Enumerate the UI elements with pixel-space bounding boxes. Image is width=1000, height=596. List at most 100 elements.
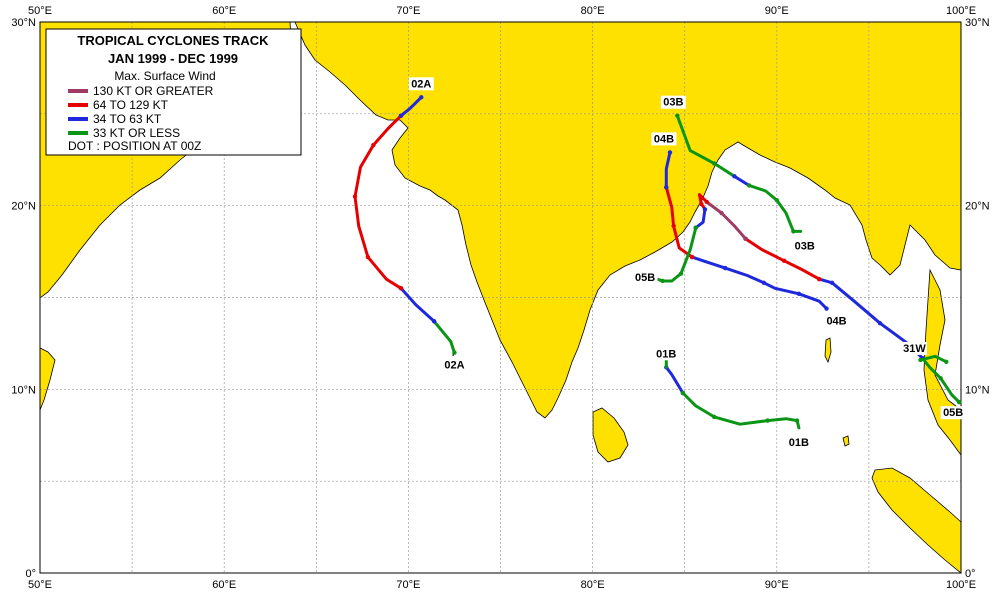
position-dot — [719, 210, 724, 216]
lon-tick-label-bottom: 60°E — [212, 579, 236, 591]
andaman-islands — [824, 337, 832, 364]
position-dot — [761, 280, 767, 286]
position-dot — [664, 185, 669, 190]
position-dot — [791, 229, 796, 234]
storm-label: 02A — [444, 360, 464, 372]
legend-box — [45, 28, 302, 156]
lat-tick-label-left: 20°N — [11, 201, 36, 213]
track-segment — [664, 365, 685, 395]
lon-tick-label-top: 50°E — [28, 5, 52, 17]
lat-tick-label-left: 0° — [25, 568, 36, 580]
storm-label-bg — [408, 77, 434, 91]
position-dot — [956, 399, 962, 405]
legend-title: TROPICAL CYCLONES TRACK — [77, 33, 269, 48]
india-asia-landmass — [294, 21, 962, 419]
nicobar-islands — [842, 435, 850, 447]
lon-tick-label-top: 80°E — [581, 5, 605, 17]
position-dot — [671, 223, 676, 229]
storm-label-bg — [792, 239, 818, 253]
lon-tick-label-bottom: 50°E — [28, 579, 52, 591]
position-dot — [660, 278, 665, 284]
position-dot — [796, 291, 802, 297]
track-segment — [919, 354, 948, 364]
lat-tick-label-right: 20°N — [965, 201, 990, 213]
storm-label: 04B — [654, 133, 674, 145]
lat-tick-label-right: 0° — [965, 568, 976, 580]
storm-label: 01B — [656, 348, 676, 360]
map-frame — [39, 21, 962, 574]
lat-tick-label-left: 30°N — [11, 17, 36, 29]
lon-tick-label-top: 70°E — [396, 5, 420, 17]
legend-dot-note: DOT : POSITION AT 00Z — [68, 139, 201, 153]
storm-label: 03B — [795, 240, 815, 252]
track-segment — [732, 174, 751, 187]
position-dot — [711, 161, 717, 166]
position-dot — [667, 150, 673, 155]
lon-tick-label-bottom: 100°E — [946, 579, 976, 591]
legend-heading: Max. Surface Wind — [114, 69, 215, 83]
position-dot — [678, 271, 684, 276]
position-dot — [689, 254, 695, 260]
lat-tick-label-left: 10°N — [11, 384, 36, 396]
position-dot — [877, 321, 883, 326]
track-segment — [399, 286, 436, 323]
position-dot — [816, 276, 822, 282]
position-dot — [371, 142, 376, 148]
storm-label: 04B — [826, 316, 846, 328]
legend: TROPICAL CYCLONES TRACK JAN 1999 - DEC 1… — [45, 28, 302, 156]
lat-tick-label-right: 10°N — [965, 384, 990, 396]
position-dot — [732, 174, 737, 179]
position-dot — [431, 319, 437, 324]
position-dot — [398, 286, 404, 291]
position-dot — [419, 95, 424, 100]
position-dot — [365, 254, 371, 260]
storm-label-bg — [824, 314, 850, 328]
storm-labels: 02A 02A 01B 01B 03B 03B 04B 04B 05B 05B 31W — [408, 77, 966, 449]
storm-label-bg — [940, 406, 966, 420]
position-dot — [699, 201, 704, 207]
sri-lanka-landmass — [592, 407, 629, 463]
position-dot — [824, 306, 829, 311]
position-dot — [702, 207, 708, 212]
lon-tick-label-bottom: 70°E — [396, 579, 420, 591]
storm-label: 05B — [943, 407, 963, 419]
track-31W — [918, 354, 949, 364]
legend-period: JAN 1999 - DEC 1999 — [108, 51, 238, 66]
position-dot — [352, 194, 358, 199]
position-dot — [746, 183, 752, 188]
storm-label: 01B — [789, 437, 809, 449]
legend-item-label: 34 TO 63 KT — [93, 112, 162, 126]
storm-label-bg — [651, 132, 677, 146]
track-03B — [675, 113, 803, 234]
storm-label-bg — [901, 341, 927, 355]
storm-label: 03B — [663, 97, 683, 109]
track-segment — [675, 114, 736, 178]
position-dot — [829, 280, 835, 286]
storm-label-bg — [653, 347, 679, 361]
position-dot — [398, 113, 404, 118]
legend-item-label: 33 KT OR LESS — [93, 126, 180, 140]
storm-label: 02A — [411, 78, 431, 90]
legend-item-label: 130 KT OR GREATER — [93, 84, 214, 98]
storm-label-bg — [660, 95, 686, 109]
storm-label-bg — [441, 358, 467, 372]
position-dot — [711, 414, 717, 420]
axis-labels: 50°E 50°E 60°E 60°E 70°E 70°E 80°E 80°E 90°E 90°E… — [11, 5, 989, 591]
storm-label: 31W — [903, 343, 926, 355]
lat-tick-label-right: 30°N — [965, 17, 990, 29]
position-dot — [774, 197, 779, 203]
lon-tick-label-bottom: 90°E — [765, 579, 789, 591]
track-segment — [697, 193, 709, 211]
position-dot — [765, 418, 770, 423]
lon-tick-label-bottom: 80°E — [581, 579, 605, 591]
position-dot — [704, 199, 710, 205]
track-segment — [399, 95, 423, 118]
position-dot — [938, 376, 943, 381]
position-dot — [794, 418, 800, 423]
storm-tracks — [352, 95, 962, 430]
lon-tick-label-top: 100°E — [946, 5, 976, 17]
position-dot — [743, 236, 748, 241]
track-segment — [664, 150, 672, 189]
